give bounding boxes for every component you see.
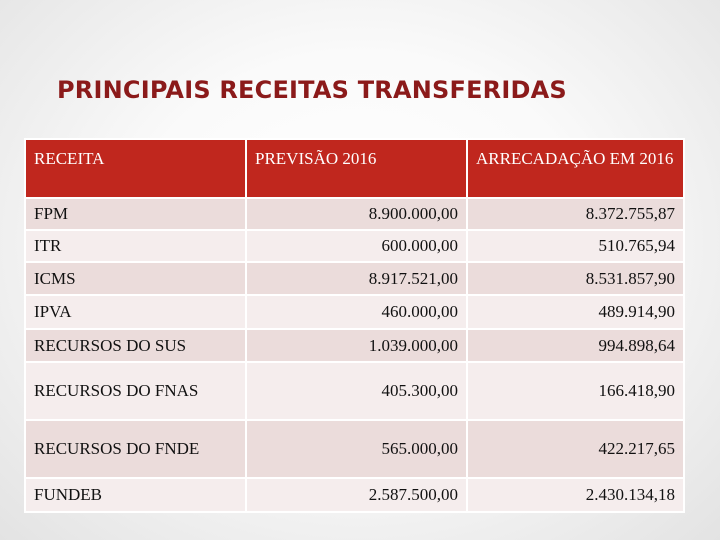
cell-previsao: 600.000,00 [245, 229, 468, 263]
cell-previsao: 565.000,00 [245, 419, 468, 479]
cell-receita: FPM [24, 197, 247, 231]
cell-arrecadacao: 422.217,65 [466, 419, 685, 479]
table-row: IPVA 460.000,00 489.914,90 [24, 294, 685, 330]
cell-receita: RECURSOS DO SUS [24, 328, 247, 363]
slide-title: PRINCIPAIS RECEITAS TRANSFERIDAS [57, 76, 567, 104]
header-receita: RECEITA [24, 138, 247, 199]
cell-previsao: 8.917.521,00 [245, 261, 468, 296]
table-row: ICMS 8.917.521,00 8.531.857,90 [24, 261, 685, 296]
cell-receita: ITR [24, 229, 247, 263]
header-previsao: PREVISÃO 2016 [245, 138, 468, 199]
cell-previsao: 2.587.500,00 [245, 477, 468, 513]
receitas-table: RECEITA PREVISÃO 2016 ARRECADAÇÃO EM 201… [24, 138, 685, 513]
cell-arrecadacao: 166.418,90 [466, 361, 685, 421]
table-row: ITR 600.000,00 510.765,94 [24, 229, 685, 263]
cell-arrecadacao: 489.914,90 [466, 294, 685, 330]
cell-previsao: 460.000,00 [245, 294, 468, 330]
cell-receita: RECURSOS DO FNAS [24, 361, 247, 421]
cell-receita: ICMS [24, 261, 247, 296]
cell-receita: FUNDEB [24, 477, 247, 513]
table-row: RECURSOS DO SUS 1.039.000,00 994.898,64 [24, 328, 685, 363]
cell-arrecadacao: 2.430.134,18 [466, 477, 685, 513]
header-arrecadacao: ARRECADAÇÃO EM 2016 [466, 138, 685, 199]
cell-previsao: 405.300,00 [245, 361, 468, 421]
cell-previsao: 1.039.000,00 [245, 328, 468, 363]
cell-receita: RECURSOS DO FNDE [24, 419, 247, 479]
table-row: FUNDEB 2.587.500,00 2.430.134,18 [24, 477, 685, 513]
cell-arrecadacao: 510.765,94 [466, 229, 685, 263]
cell-receita: IPVA [24, 294, 247, 330]
table-row: RECURSOS DO FNAS 405.300,00 166.418,90 [24, 361, 685, 421]
cell-arrecadacao: 8.372.755,87 [466, 197, 685, 231]
table-row: RECURSOS DO FNDE 565.000,00 422.217,65 [24, 419, 685, 479]
table-header-row: RECEITA PREVISÃO 2016 ARRECADAÇÃO EM 201… [24, 138, 685, 199]
table-row: FPM 8.900.000,00 8.372.755,87 [24, 197, 685, 231]
cell-previsao: 8.900.000,00 [245, 197, 468, 231]
cell-arrecadacao: 8.531.857,90 [466, 261, 685, 296]
cell-arrecadacao: 994.898,64 [466, 328, 685, 363]
